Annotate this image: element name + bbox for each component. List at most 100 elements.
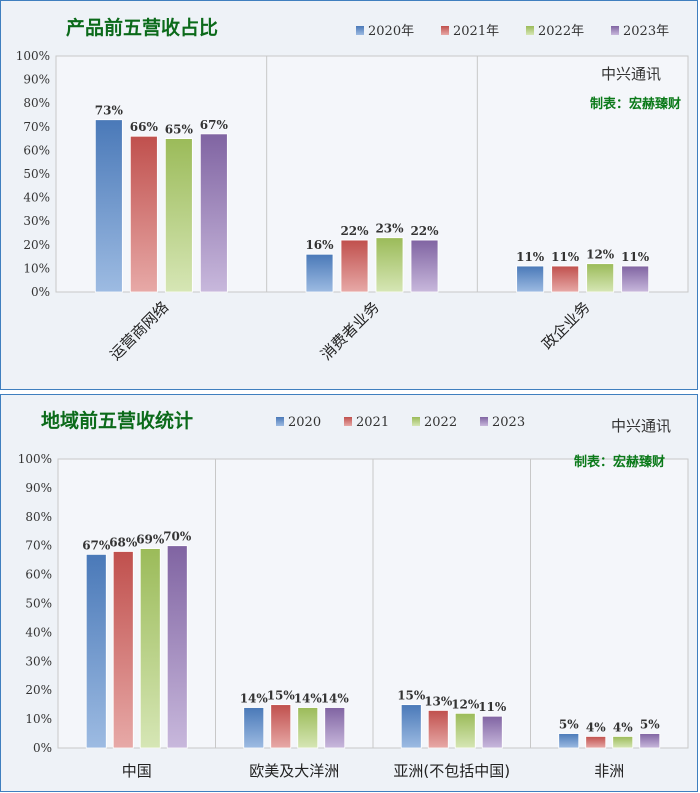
bar-region-1-2 bbox=[297, 707, 319, 749]
legend-swatch-3 bbox=[480, 417, 488, 426]
bar-region-0-1 bbox=[112, 551, 134, 749]
source-label: 中兴通讯 bbox=[601, 65, 661, 83]
bar-region-0-0 bbox=[85, 553, 107, 749]
y-tick-label: 100% bbox=[16, 49, 50, 63]
bar-product-0-1 bbox=[129, 135, 158, 293]
legend-label-2: 2022 bbox=[424, 415, 457, 430]
data-label: 12% bbox=[586, 248, 615, 262]
data-label: 11% bbox=[621, 250, 650, 264]
y-tick-label: 80% bbox=[25, 510, 52, 524]
bar-product-0-2 bbox=[164, 138, 193, 293]
legend-swatch-2 bbox=[412, 417, 420, 426]
bar-product-0-0 bbox=[94, 119, 123, 293]
bar-product-2-0 bbox=[516, 265, 545, 293]
legend-swatch-0 bbox=[356, 26, 364, 35]
data-label: 11% bbox=[478, 700, 507, 714]
bar-product-1-3 bbox=[410, 239, 439, 293]
data-label: 11% bbox=[516, 250, 545, 264]
bar-product-2-1 bbox=[551, 265, 580, 293]
y-tick-label: 0% bbox=[31, 285, 50, 299]
y-tick-label: 80% bbox=[23, 96, 50, 110]
y-tick-label: 0% bbox=[33, 741, 52, 755]
region-revenue-chart: 地域前五营收统计 2020 2021 2022 2023 100% 90% 80% 70% 60%… bbox=[18, 409, 689, 780]
category-label: 政企业务 bbox=[538, 298, 593, 353]
data-label: 14% bbox=[321, 692, 350, 706]
bar-product-2-2 bbox=[586, 263, 615, 293]
chart-title: 地域前五营收统计 bbox=[41, 409, 193, 432]
bar-region-2-2 bbox=[454, 712, 476, 749]
data-label: 22% bbox=[340, 224, 369, 238]
maker-label: 制表：宏赫臻财 bbox=[574, 454, 665, 470]
y-tick-label: 10% bbox=[23, 261, 50, 275]
data-label: 67% bbox=[82, 538, 111, 552]
y-tick-label: 10% bbox=[25, 712, 52, 726]
data-label: 73% bbox=[95, 104, 124, 118]
data-label: 22% bbox=[410, 224, 439, 238]
y-tick-label: 70% bbox=[23, 120, 50, 134]
data-label: 5% bbox=[559, 718, 579, 732]
legend-swatch-1 bbox=[441, 26, 449, 35]
data-label: 4% bbox=[613, 720, 633, 734]
y-tick-label: 50% bbox=[25, 597, 52, 611]
bar-region-3-2 bbox=[612, 736, 634, 749]
legend-swatch-3 bbox=[611, 26, 619, 35]
y-tick-label: 20% bbox=[23, 238, 50, 252]
bar-region-3-3 bbox=[639, 733, 661, 749]
y-tick-label: 90% bbox=[25, 481, 52, 495]
legend-swatch-0 bbox=[276, 417, 284, 426]
data-label: 67% bbox=[200, 118, 229, 132]
bar-product-1-2 bbox=[375, 237, 404, 293]
data-label: 70% bbox=[163, 530, 192, 544]
bar-region-2-1 bbox=[427, 710, 449, 749]
product-revenue-chart: 产品前五营收占比 2020年 2021年 2022年 2023年 100% 90% 80% 70… bbox=[16, 16, 689, 364]
legend-label-3: 2023年 bbox=[623, 24, 669, 39]
legend-swatch-2 bbox=[526, 26, 534, 35]
data-label: 13% bbox=[424, 694, 453, 708]
legend-label-0: 2020 bbox=[288, 415, 321, 430]
data-label: 68% bbox=[109, 535, 138, 549]
category-label: 消费者业务 bbox=[317, 298, 383, 364]
category-label: 欧美及大洋洲 bbox=[249, 762, 339, 780]
maker-label: 制表：宏赫臻财 bbox=[590, 96, 681, 112]
bar-region-1-0 bbox=[243, 707, 265, 749]
data-label: 4% bbox=[586, 720, 606, 734]
y-tick-label: 40% bbox=[23, 191, 50, 205]
source-label: 中兴通讯 bbox=[611, 417, 671, 435]
legend-label-2: 2022年 bbox=[538, 24, 584, 39]
category-label: 中国 bbox=[122, 762, 152, 780]
data-label: 69% bbox=[136, 533, 165, 547]
data-label: 5% bbox=[640, 718, 660, 732]
chart-panel-product: 产品前五营收占比 2020年 2021年 2022年 2023年 100% 90% 80% 70… bbox=[0, 0, 698, 390]
legend-swatch-1 bbox=[344, 417, 352, 426]
y-tick-label: 20% bbox=[25, 683, 52, 697]
category-label: 非洲 bbox=[594, 762, 624, 780]
y-tick-label: 100% bbox=[18, 452, 52, 466]
bar-region-0-2 bbox=[139, 548, 161, 749]
bar-product-1-0 bbox=[305, 253, 334, 293]
legend-label-0: 2020年 bbox=[368, 24, 414, 39]
y-tick-label: 70% bbox=[25, 539, 52, 553]
y-tick-label: 90% bbox=[23, 73, 50, 87]
y-tick-label: 60% bbox=[23, 143, 50, 157]
bar-region-0-3 bbox=[166, 545, 188, 749]
bar-region-2-3 bbox=[481, 715, 503, 749]
data-label: 65% bbox=[165, 123, 194, 137]
data-label: 66% bbox=[130, 120, 159, 134]
bar-region-3-1 bbox=[585, 736, 607, 749]
bar-region-3-0 bbox=[558, 733, 580, 749]
category-label: 亚洲(不包括中国) bbox=[393, 762, 510, 780]
chart-panel-region: 地域前五营收统计 2020 2021 2022 2023 100% 90% 80% 70% 60%… bbox=[0, 394, 698, 792]
legend-label-3: 2023 bbox=[492, 415, 525, 430]
category-label: 运营商网络 bbox=[106, 298, 172, 364]
data-label: 14% bbox=[240, 692, 269, 706]
bar-product-1-1 bbox=[340, 239, 369, 293]
chart-title: 产品前五营收占比 bbox=[66, 16, 218, 39]
data-label: 12% bbox=[451, 697, 480, 711]
data-label: 15% bbox=[267, 689, 296, 703]
bar-region-2-0 bbox=[400, 704, 422, 749]
data-label: 16% bbox=[305, 238, 334, 252]
y-tick-label: 30% bbox=[23, 214, 50, 228]
bar-region-1-3 bbox=[324, 707, 346, 749]
y-tick-label: 60% bbox=[25, 568, 52, 582]
y-tick-label: 50% bbox=[23, 167, 50, 181]
